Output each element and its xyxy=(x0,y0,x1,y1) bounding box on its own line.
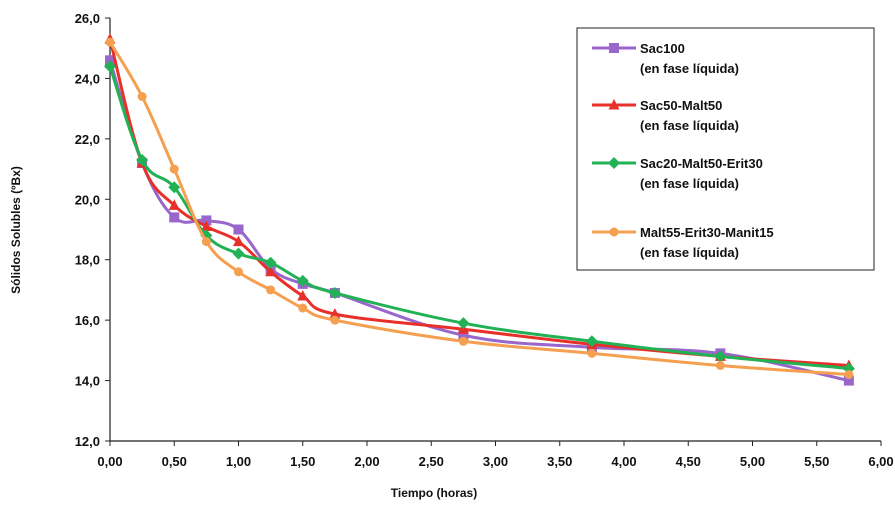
data-point xyxy=(168,181,181,194)
data-point xyxy=(169,164,179,174)
axis-ticks: 0,00 0,50 1,00 1,50 2,00 2,50 3,00 3,50 4,00 4,50… xyxy=(75,11,894,469)
data-point xyxy=(297,289,309,301)
y-axis-title: Sólidos Solubles (ºBx) xyxy=(9,166,23,294)
x-tick-label: 1,00 xyxy=(226,454,251,469)
data-point xyxy=(105,55,115,66)
data-point xyxy=(201,215,212,226)
legend-label: Sac20-Malt50-Erit30 xyxy=(640,156,763,171)
x-tick-label: 0,00 xyxy=(97,454,122,469)
series-circle xyxy=(105,37,854,380)
y-tick-label: 18,0 xyxy=(75,253,100,268)
data-point xyxy=(585,335,598,348)
legend-swatch-marker xyxy=(609,227,619,237)
data-point xyxy=(329,308,341,319)
x-tick-label: 5,00 xyxy=(740,454,765,469)
data-point xyxy=(232,247,245,260)
x-tick-label: 3,00 xyxy=(483,454,508,469)
legend-entry: Sac50-Malt50 (en fase líquida) xyxy=(592,98,739,133)
data-point xyxy=(458,336,468,346)
data-point xyxy=(234,267,243,277)
x-tick-label: 0,50 xyxy=(162,454,187,469)
data-point xyxy=(233,224,244,235)
data-point xyxy=(328,286,341,299)
y-tick-label: 24,0 xyxy=(75,71,100,86)
data-point xyxy=(105,37,115,47)
y-tick-label: 14,0 xyxy=(75,374,100,389)
data-point xyxy=(233,235,244,247)
data-point xyxy=(458,330,469,341)
data-point xyxy=(330,315,340,325)
legend-entry: Malt55-Erit30-Manit15 (en fase líquida) xyxy=(592,225,774,260)
data-point xyxy=(200,220,212,231)
legend-swatch-marker xyxy=(609,43,619,53)
legend-entry: Sac100 (en fase líquida) xyxy=(592,41,739,76)
legend: Sac100 (en fase líquida) Sac50-Malt50 (en f… xyxy=(576,27,875,271)
legend-label: Sac100 xyxy=(640,41,685,56)
data-point xyxy=(843,375,854,386)
y-tick-label: 16,0 xyxy=(75,313,100,328)
series-layer xyxy=(104,33,855,386)
legend-sublabel: (en fase líquida) xyxy=(640,118,739,133)
x-tick-label: 6,00 xyxy=(868,454,893,469)
x-tick-label: 5,50 xyxy=(804,454,829,469)
data-point xyxy=(457,317,470,330)
legend-sublabel: (en fase líquida) xyxy=(640,61,739,76)
data-point xyxy=(104,60,116,73)
legend-swatch-marker xyxy=(608,157,620,169)
x-tick-label: 2,00 xyxy=(354,454,379,469)
data-point xyxy=(169,212,180,223)
y-tick-label: 20,0 xyxy=(75,192,100,207)
legend-box xyxy=(576,27,875,271)
y-tick-label: 22,0 xyxy=(75,132,100,147)
data-point xyxy=(265,265,277,277)
x-tick-label: 4,50 xyxy=(676,454,701,469)
data-point xyxy=(136,154,149,167)
x-tick-label: 4,00 xyxy=(611,454,636,469)
x-axis-title: Tiempo (horas) xyxy=(391,486,477,500)
data-point xyxy=(168,199,180,210)
y-tick-label: 12,0 xyxy=(75,434,100,449)
y-tick-label: 26,0 xyxy=(75,11,100,26)
legend-sublabel: (en fase líquida) xyxy=(640,176,739,191)
x-tick-label: 2,50 xyxy=(419,454,444,469)
data-point xyxy=(844,370,854,380)
x-tick-label: 1,50 xyxy=(290,454,315,469)
data-point xyxy=(296,274,309,287)
data-point xyxy=(264,256,277,269)
legend-label: Malt55-Erit30-Manit15 xyxy=(640,225,774,240)
data-point xyxy=(266,285,276,295)
legend-label: Sac50-Malt50 xyxy=(640,98,722,113)
legend-entry: Sac20-Malt50-Erit30 (en fase líquida) xyxy=(592,156,763,191)
data-point xyxy=(714,350,727,363)
legend-swatch-marker xyxy=(608,99,620,110)
data-point xyxy=(137,92,147,102)
data-point xyxy=(587,348,597,358)
legend-sublabel: (en fase líquida) xyxy=(640,245,739,260)
x-tick-label: 3,50 xyxy=(547,454,572,469)
data-point xyxy=(715,360,725,370)
data-point xyxy=(298,303,308,313)
data-point xyxy=(201,237,211,247)
